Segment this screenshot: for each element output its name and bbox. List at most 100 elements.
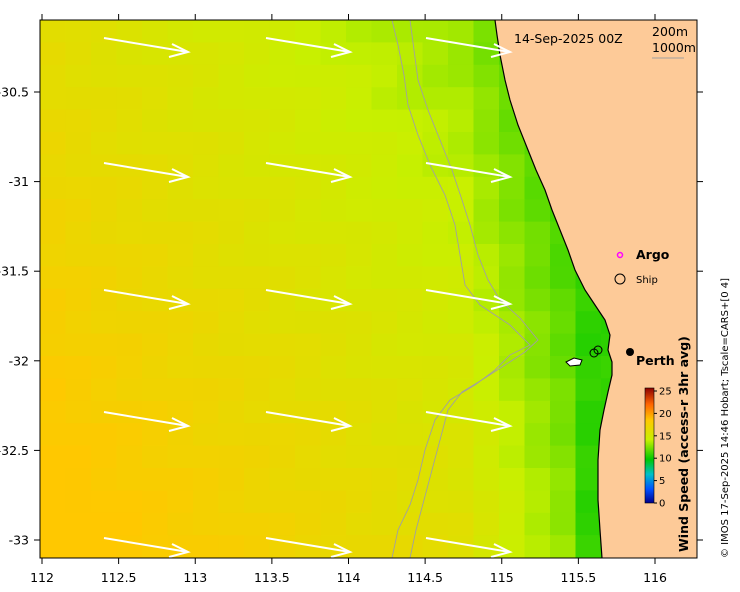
grid-cell: [397, 109, 424, 133]
grid-cell: [244, 490, 271, 514]
grid-cell: [371, 154, 398, 178]
grid-cell: [244, 400, 271, 424]
grid-cell: [346, 244, 373, 267]
grid-cell: [473, 87, 500, 111]
grid-cell: [193, 132, 220, 155]
map-title: 14-Sep-2025 00Z: [514, 31, 623, 46]
grid-cell: [295, 64, 322, 88]
grid-cell: [193, 176, 220, 200]
grid-cell: [244, 42, 271, 66]
grid-cell: [550, 288, 577, 312]
grid-cell: [346, 109, 373, 133]
grid-cell: [397, 288, 424, 312]
grid-cell: [320, 87, 347, 111]
grid-cell: [499, 266, 526, 290]
wind-arrow: [425, 289, 511, 305]
grid-cell: [65, 557, 92, 558]
grid-cell: [142, 311, 169, 335]
grid-cell: [295, 87, 322, 111]
grid-cell: [397, 311, 424, 335]
grid-cell: [550, 468, 577, 491]
grid-cell: [193, 244, 220, 267]
colorbar-tick-label: 0: [659, 499, 665, 510]
grid-cell: [218, 378, 245, 402]
grid-cell: [422, 244, 449, 267]
grid-cell: [422, 176, 449, 200]
wind-arrow: [425, 537, 511, 553]
grid-cell: [295, 244, 322, 267]
grid-cell: [422, 87, 449, 111]
wind-arrow-head: [168, 295, 191, 310]
grid-cell: [91, 176, 118, 200]
grid-cell: [575, 400, 602, 424]
x-tick-label: 112.5: [101, 570, 137, 585]
grid-cell: [193, 311, 220, 335]
grid-cell: [116, 333, 143, 357]
grid-cell: [116, 266, 143, 290]
grid-cell: [499, 400, 526, 424]
grid-cell: [167, 64, 194, 88]
grid-cell: [218, 221, 245, 245]
grid-cell: [193, 20, 220, 43]
grid-cell: [371, 199, 398, 223]
x-axis: 112 112.5 113 113.5 114 114.5 115 115.5 116: [30, 14, 667, 585]
grid-cell: [422, 20, 449, 43]
grid-cell: [295, 557, 322, 558]
grid-cell: [218, 400, 245, 424]
grid-cell: [65, 333, 92, 357]
grid-cell: [269, 378, 296, 402]
grid-cell: [40, 512, 67, 536]
y-tick-label: -30.5: [0, 85, 29, 100]
grid-cell: [167, 468, 194, 491]
grid-cell: [269, 176, 296, 200]
grid-cell: [346, 288, 373, 312]
grid-cell: [397, 87, 424, 111]
grid-cell: [550, 445, 577, 469]
grid-cell: [167, 490, 194, 514]
grid-cell: [524, 535, 551, 558]
wind-arrow: [103, 37, 189, 53]
grid-cell: [269, 445, 296, 469]
grid-cell: [65, 288, 92, 312]
grid-cell: [269, 42, 296, 66]
grid-cell: [40, 87, 67, 111]
grid-cell: [193, 288, 220, 312]
grid-cell: [448, 20, 475, 43]
grid-cell: [371, 512, 398, 536]
grid-cell: [244, 423, 271, 447]
grid-cell: [218, 20, 245, 43]
grid-cell: [269, 87, 296, 111]
grid-cell: [550, 333, 577, 357]
grid-cell: [40, 109, 67, 133]
grid-cell: [320, 445, 347, 469]
grid-cell: [91, 512, 118, 536]
colorbar-tick-label: 20: [659, 409, 672, 420]
grid-cell: [473, 400, 500, 424]
grid-cell: [244, 378, 271, 402]
grid-cell: [91, 154, 118, 178]
colorbar-tick-label: 15: [659, 431, 672, 442]
grid-cell: [422, 378, 449, 402]
grid-cell: [218, 154, 245, 178]
grid-cell: [320, 356, 347, 379]
grid-cell: [167, 378, 194, 402]
grid-cell: [91, 42, 118, 66]
ship-position-icon: [593, 345, 603, 355]
grid-cell: [448, 423, 475, 447]
grid-cell: [473, 468, 500, 491]
x-tick-label: 114.5: [407, 570, 443, 585]
grid-cell: [320, 199, 347, 223]
grid-cell: [320, 64, 347, 88]
grid-cell: [397, 490, 424, 514]
grid-cell: [448, 512, 475, 536]
grid-cell: [142, 199, 169, 223]
grid-cell: [167, 132, 194, 155]
wind-arrow-head: [490, 543, 513, 558]
grid-cell: [218, 333, 245, 357]
grid-cell: [244, 266, 271, 290]
grid-cell: [91, 490, 118, 514]
grid-cell: [142, 512, 169, 536]
grid-cell: [320, 132, 347, 155]
argo-marker-icon: [616, 251, 624, 259]
grid-cell: [91, 333, 118, 357]
